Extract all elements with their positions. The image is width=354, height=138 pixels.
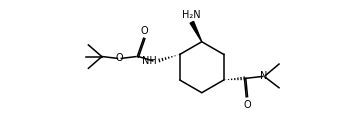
Text: O: O (116, 53, 123, 63)
Text: N: N (261, 71, 268, 81)
Text: NH: NH (142, 56, 156, 66)
Polygon shape (190, 21, 202, 42)
Text: O: O (140, 26, 148, 36)
Text: O: O (244, 100, 251, 110)
Text: H₂N: H₂N (182, 10, 200, 20)
